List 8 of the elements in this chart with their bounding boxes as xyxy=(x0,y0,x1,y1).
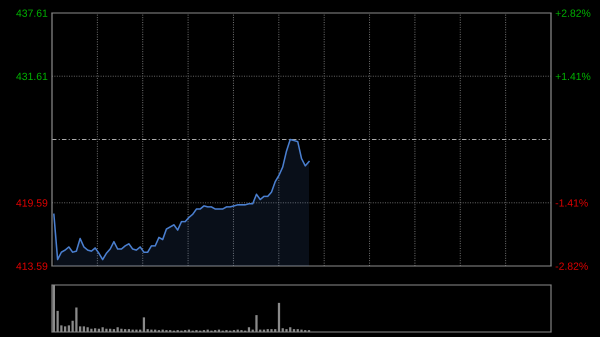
y2-tick-label: -1.41% xyxy=(556,199,588,207)
y2-tick-label: +2.82% xyxy=(556,10,590,17)
y-tick-label: 437.61 xyxy=(16,10,48,17)
y-tick-label: 419.59 xyxy=(16,199,48,207)
y-tick-label: 413.59 xyxy=(16,262,48,270)
y2-tick-label: +1.41% xyxy=(556,72,590,80)
y2-tick-label: -2.82% xyxy=(556,262,588,270)
y-tick-label: 431.61 xyxy=(16,72,48,80)
